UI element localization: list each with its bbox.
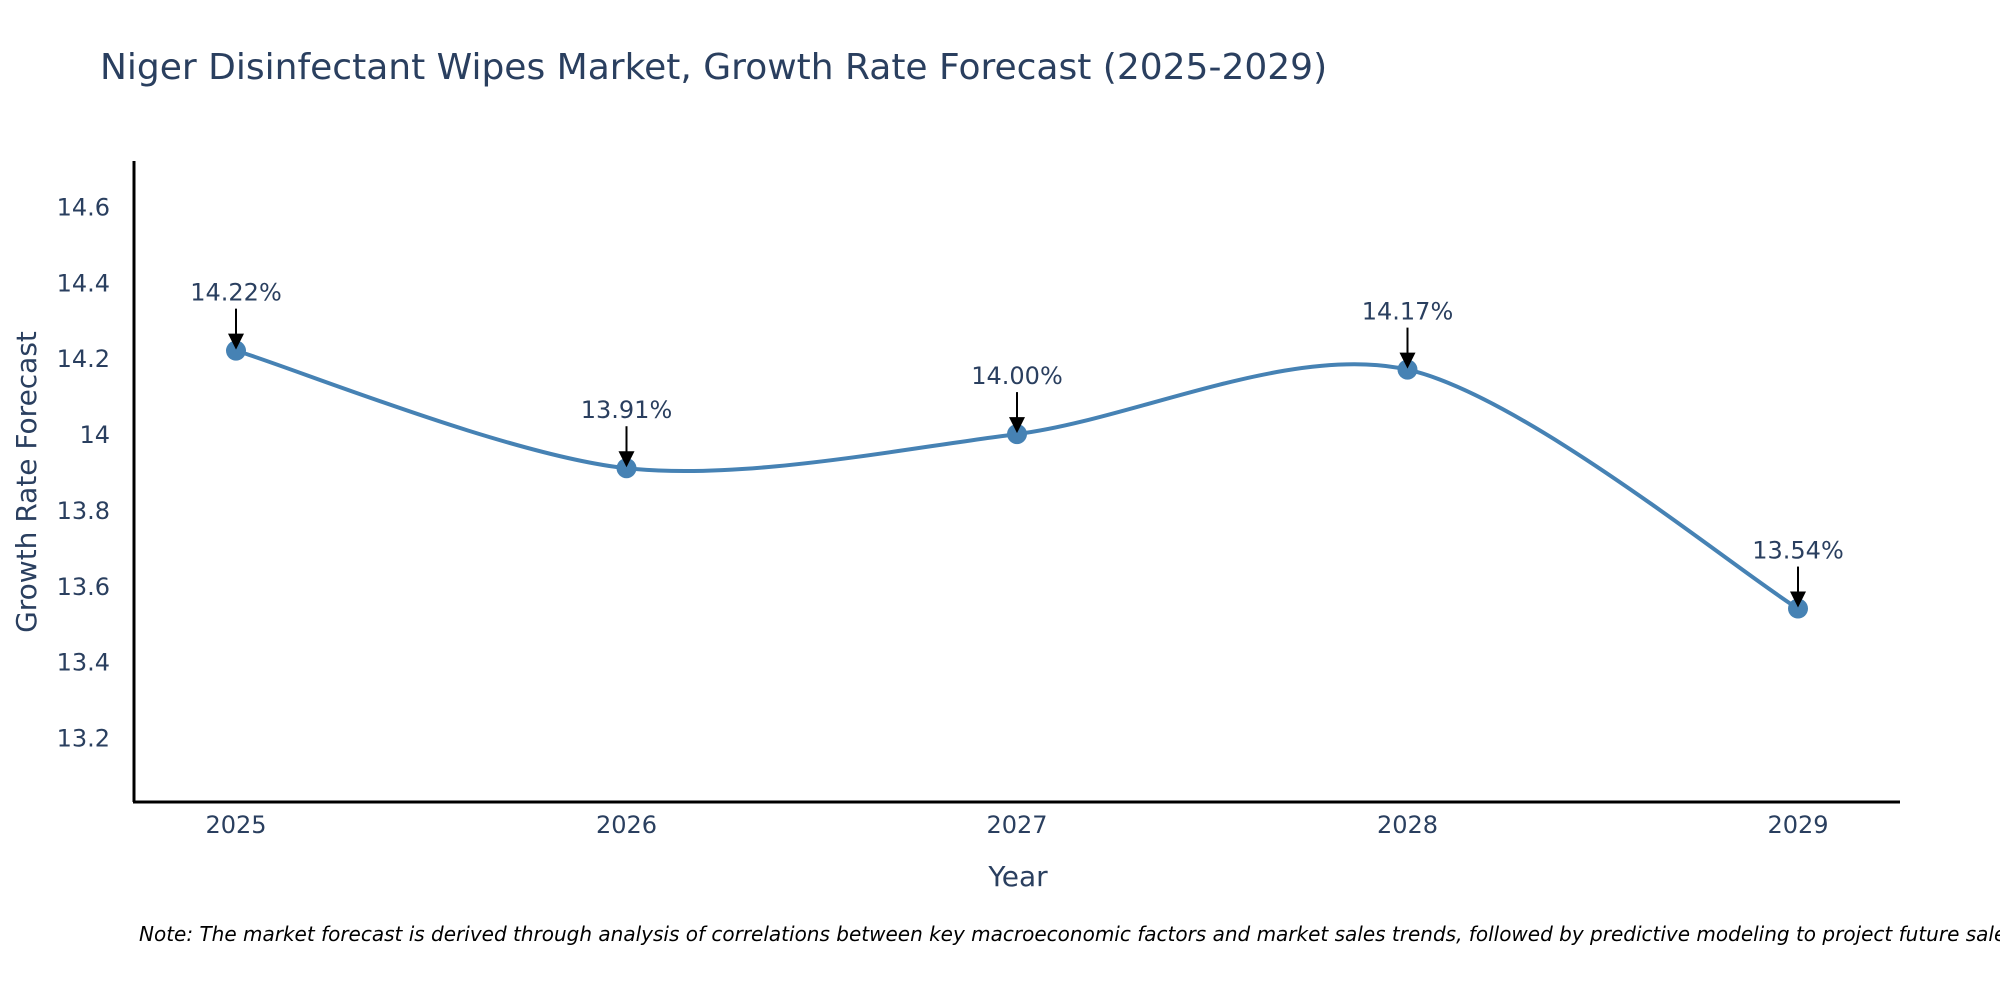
y-tick-label: 13.8 — [57, 497, 110, 525]
y-tick-label: 14.2 — [57, 345, 110, 373]
x-tick-label: 2026 — [596, 811, 657, 839]
x-tick-label: 2027 — [986, 811, 1047, 839]
y-axis-title: Growth Rate Forecast — [10, 331, 43, 633]
chart-title: Niger Disinfectant Wipes Market, Growth … — [100, 47, 1327, 88]
y-tick-label: 14.6 — [57, 194, 110, 222]
annotation-arrowhead — [1009, 417, 1025, 434]
annotation-arrowhead — [618, 451, 635, 468]
data-label: 13.54% — [1752, 537, 1844, 565]
y-axis-ticks: 13.2 13.4 13.6 13.8 14 14.2 14.4 14.6 — [57, 194, 110, 753]
annotation-arrowhead — [1790, 591, 1806, 608]
x-tick-label: 2028 — [1377, 811, 1438, 839]
y-tick-label: 14 — [79, 421, 110, 449]
data-point — [1397, 359, 1418, 380]
data-point — [1007, 424, 1027, 445]
data-label: 14.22% — [190, 279, 282, 307]
y-tick-label: 13.6 — [57, 573, 110, 601]
data-point — [226, 340, 246, 361]
y-tick-label: 13.4 — [57, 649, 110, 677]
data-label: 13.91% — [581, 396, 673, 424]
x-axis-title: Year — [987, 860, 1048, 893]
data-point — [616, 458, 637, 479]
data-label: 14.00% — [971, 362, 1063, 390]
annotation-arrowhead — [1399, 352, 1416, 369]
y-tick-label: 13.2 — [57, 725, 110, 753]
y-tick-label: 14.4 — [57, 269, 110, 297]
data-label: 14.17% — [1362, 298, 1454, 326]
x-axis-ticks: 2025 2026 2027 2028 2029 — [205, 811, 1828, 839]
chart-note: Note: The market forecast is derived thr… — [139, 922, 2000, 946]
x-tick-label: 2029 — [1767, 811, 1828, 839]
data-point — [1788, 598, 1808, 619]
data-points — [226, 340, 1808, 619]
annotation-arrowhead — [228, 333, 244, 350]
x-tick-label: 2025 — [205, 811, 266, 839]
data-annotations: 14.22% 13.91% 14.00% 14.17% 13.54% — [190, 279, 1844, 608]
